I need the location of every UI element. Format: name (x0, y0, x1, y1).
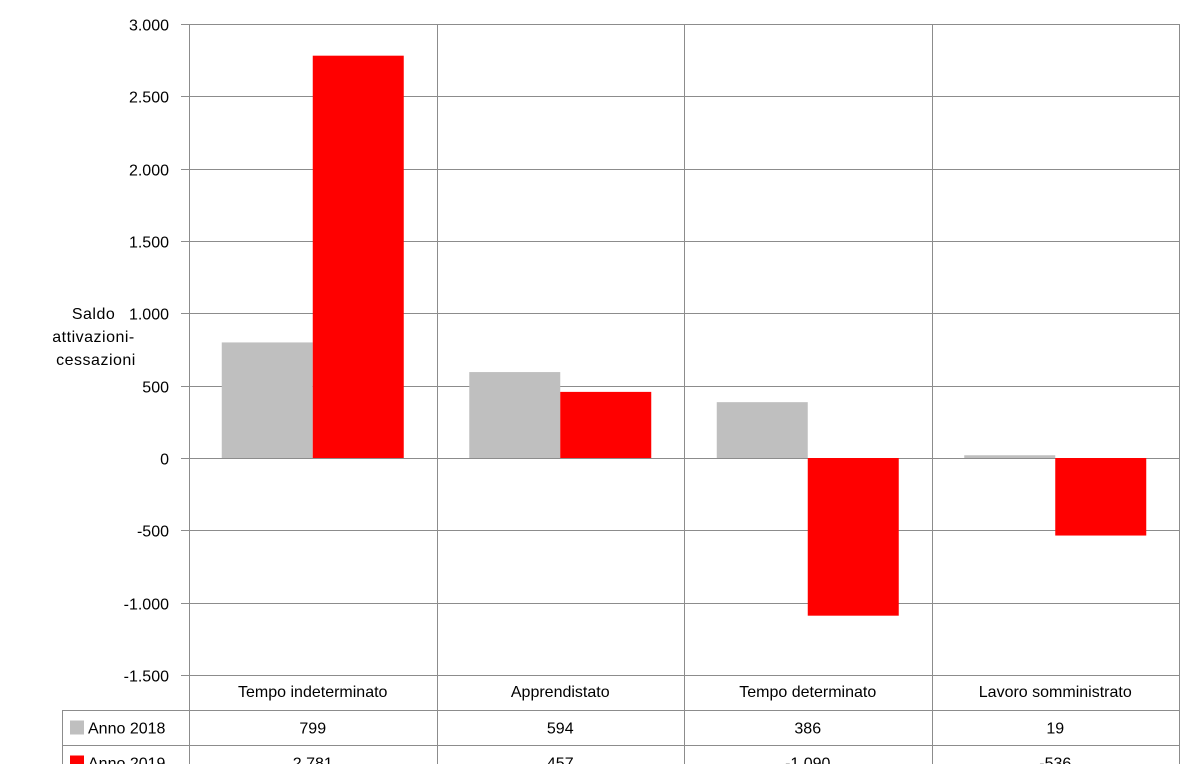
x-category-label: Apprendistato (511, 684, 610, 701)
table-value: 457 (547, 756, 574, 764)
bar (1055, 458, 1147, 536)
table-value: 2.781 (293, 756, 333, 764)
table-value: 386 (794, 721, 821, 738)
y-tick-label: -1.000 (124, 597, 169, 614)
data-table: Tempo indeterminato Apprendistato Tempo de… (62, 684, 1179, 764)
legend-swatch (70, 720, 84, 735)
y-tick-label: 1.500 (129, 235, 169, 252)
bar (964, 455, 1056, 458)
y-axis-label: Saldo attivazioni- cessazioni (52, 306, 139, 369)
y-tick-label: -500 (137, 524, 169, 541)
y-tick-label: 3.000 (129, 18, 169, 35)
y-axis-label-line-2: attivazioni- (52, 329, 134, 346)
table-value: -1.090 (785, 756, 830, 764)
legend-swatch (70, 755, 84, 764)
y-tick-label: 500 (142, 380, 169, 397)
bars (221, 55, 1147, 616)
table-value: 799 (299, 721, 326, 738)
y-axis-label-line-3: cessazioni (56, 352, 136, 369)
x-category-label: Tempo determinato (739, 684, 876, 701)
y-axis-label-line-1: Saldo (72, 306, 115, 323)
bar (716, 402, 808, 458)
y-tick-label: -1.500 (124, 669, 169, 686)
y-tick-label: 0 (160, 452, 169, 469)
bar (312, 55, 404, 458)
bar (807, 458, 899, 616)
legend-series-name: Anno 2018 (88, 721, 166, 738)
table-value: 19 (1046, 721, 1064, 738)
x-category-label: Lavoro somministrato (979, 684, 1132, 701)
y-tick-label: 1.000 (129, 307, 169, 324)
bar (560, 391, 652, 458)
y-tick-label: 2.000 (129, 163, 169, 180)
y-tick-label: 2.500 (129, 90, 169, 107)
bar (221, 342, 313, 458)
x-category-label: Tempo indeterminato (238, 684, 388, 701)
y-axis-ticks: 3.000 2.500 2.000 1.500 1.000 500 0 -500 -1.000 -… (124, 18, 169, 686)
table-value: 594 (547, 721, 574, 738)
bar (469, 372, 561, 458)
legend-series-name: Anno 2019 (88, 756, 166, 764)
table-value: -536 (1039, 756, 1071, 764)
